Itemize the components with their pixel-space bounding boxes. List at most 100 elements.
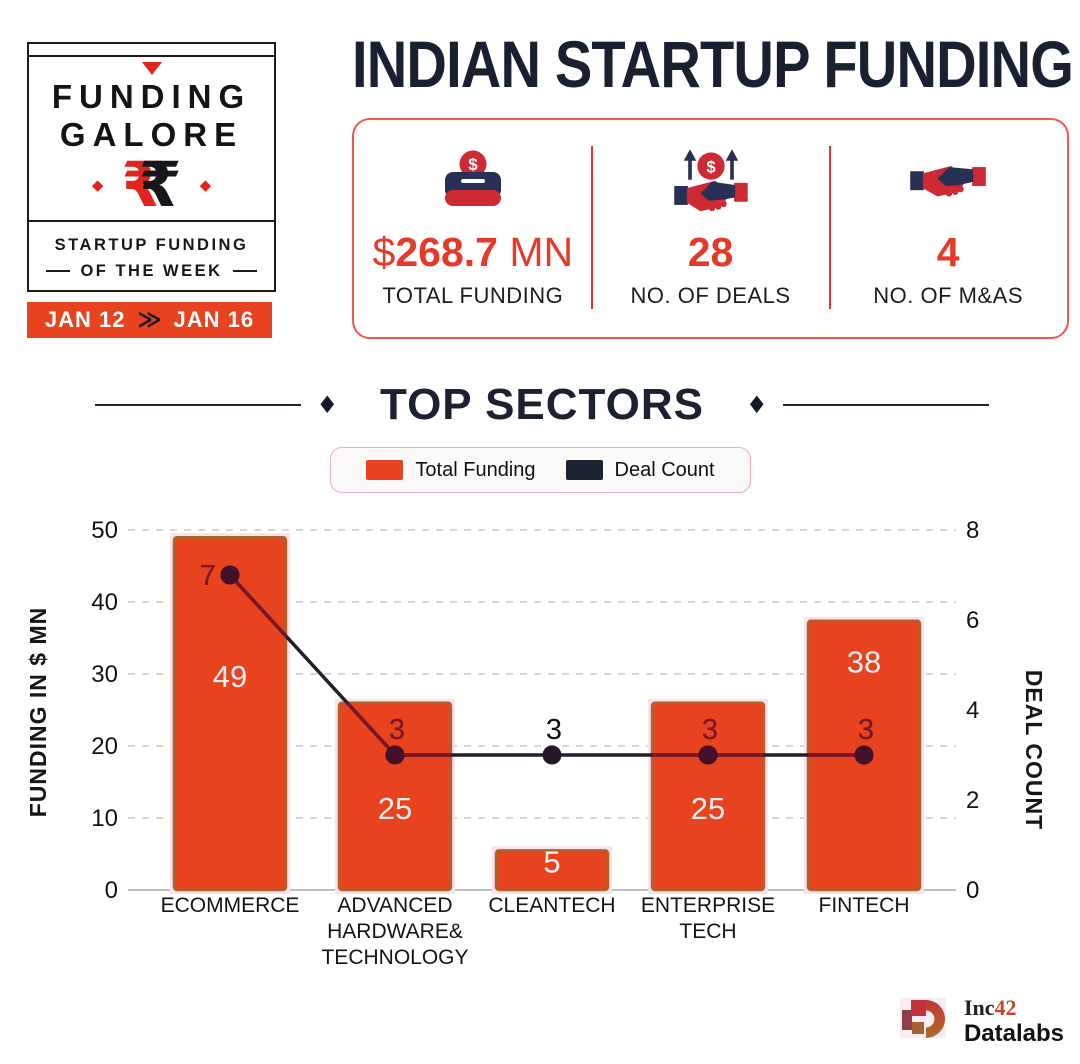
deal-marker-overlay — [698, 745, 718, 765]
legend-item-deal-count: Deal Count — [565, 458, 715, 482]
funding-galore-badge: FUNDING GALORE ◆ ₹ ₹ ◆ STARTUP FUNDING O… — [27, 42, 276, 292]
badge-subtitle-row: OF THE WEEK — [29, 260, 274, 282]
left-axis-tick-40: 40 — [91, 589, 118, 616]
currency-prefix: $ — [372, 229, 396, 275]
stat-label: NO. OF DEALS — [630, 283, 791, 308]
right-axis-tick-2: 2 — [966, 787, 979, 814]
legend-item-total-funding: Total Funding — [366, 459, 536, 482]
heading-rule-right — [782, 403, 989, 407]
section-heading: ♦ TOP SECTORS ♦ — [95, 380, 989, 430]
deal-count-label: 3 — [389, 714, 405, 746]
double-chevron-right-icon: ≫ — [137, 307, 162, 333]
inc42-datalabs-logo: Inc42 Datalabs — [899, 991, 1064, 1052]
right-axis-tick-8: 8 — [966, 517, 979, 544]
value-number: 268.7 — [395, 229, 498, 275]
stat-label: NO. OF M&AS — [873, 283, 1024, 308]
right-axis-tick-0: 0 — [966, 877, 979, 904]
svg-text:$: $ — [706, 157, 716, 176]
deal-marker-overlay — [385, 745, 405, 765]
right-axis-tick-6: 6 — [966, 607, 979, 634]
top-sectors-combo-chart: 0 10 20 30 40 50 0 2 4 6 8 FUNDING IN $ MN DEAL COUN… — [25, 517, 1047, 969]
date-to: JAN 16 — [173, 307, 255, 332]
date-range-banner: JAN 12 ≫ JAN 16 — [27, 302, 272, 338]
section-title: TOP SECTORS — [380, 380, 704, 429]
summary-stats-card: $ $268.7 MN TOTAL FUNDING $ — [352, 118, 1069, 339]
chart-legend: Total Funding Deal Count — [330, 447, 751, 493]
brand-42: 42 — [994, 995, 1017, 1021]
x-label-fintech: FINTECH — [819, 894, 910, 917]
badge-top-rule — [28, 55, 275, 57]
stat-total-funding: $ $268.7 MN TOTAL FUNDING — [354, 120, 592, 337]
deal-count-label-overlay: 3 — [389, 714, 405, 746]
diamond-icon: ◆ — [91, 176, 104, 194]
brand-text: Inc42 Datalabs — [964, 995, 1064, 1048]
deal-count-label: 3 — [858, 714, 874, 746]
brand-inc: Inc — [963, 995, 995, 1021]
left-axis-title: FUNDING IN $ MN — [25, 607, 51, 818]
deal-marker-cleantech — [542, 745, 562, 765]
deal-marker-overlay — [220, 565, 240, 585]
diamond-icon: ♦ — [745, 391, 768, 419]
svg-text:$: $ — [468, 155, 478, 174]
right-axis-title: DEAL COUNT — [1021, 670, 1047, 830]
brand-datalabs: Datalabs — [963, 1020, 1064, 1048]
date-from: JAN 12 — [44, 307, 126, 332]
left-axis-tick-50: 50 — [91, 517, 118, 544]
deal-count-label-overlay: 7 — [200, 560, 216, 592]
heading-rule-left — [95, 403, 301, 407]
page-title: INDIAN STARTUP FUNDING — [352, 27, 1074, 101]
bar-ecommerce — [172, 535, 288, 892]
bar-value-label: 49 — [213, 659, 247, 694]
stats-divider — [591, 146, 594, 309]
legend-label: Deal Count — [614, 458, 715, 481]
deal-count-swatch — [565, 460, 603, 480]
rupee-emblem: ◆ ₹ ₹ ◆ — [29, 148, 274, 222]
badge-title-line1: FUNDING — [51, 78, 252, 115]
ma-count-value: 4 — [936, 229, 960, 275]
deal-marker-overlay — [854, 745, 874, 765]
bar-value-label: 25 — [378, 791, 412, 826]
stats-divider — [828, 146, 831, 309]
inc42-mark-icon — [899, 991, 955, 1052]
x-label-enterprise-tech: ENTERPRISE TECH — [641, 894, 775, 943]
rupee-icon: ₹ — [138, 148, 182, 221]
donation-box-icon: $ — [433, 144, 513, 228]
x-label-advanced-hardware-technology: ADVANCED HARDWARE& TECHNOLOGY — [321, 894, 468, 969]
deal-count-label: 3 — [702, 714, 718, 746]
deal-count-label-overlay: 3 — [858, 714, 874, 746]
badge-divider-rule — [28, 220, 275, 222]
left-axis-tick-20: 20 — [91, 733, 118, 760]
bar-cleantech — [494, 849, 610, 892]
left-axis-tick-30: 30 — [91, 661, 118, 688]
stat-no-of-mas: 4 NO. OF M&AS — [829, 120, 1067, 337]
mini-rule — [232, 270, 257, 272]
left-axis-tick-10: 10 — [91, 805, 118, 832]
right-axis-tick-4: 4 — [966, 697, 979, 724]
value-unit: MN — [497, 229, 574, 275]
badge-subtitle-line2: OF THE WEEK — [80, 261, 223, 280]
diamond-icon: ◆ — [199, 176, 212, 194]
diamond-icon: ♦ — [316, 391, 338, 419]
mini-rule — [46, 270, 71, 272]
bar-value-label: 38 — [847, 645, 881, 680]
total-funding-value: $268.7 MN — [373, 232, 574, 273]
badge-title-line2: GALORE — [59, 116, 244, 153]
rupee-icon: ₹ — [121, 148, 165, 221]
x-label-cleantech: CLEANTECH — [488, 894, 615, 917]
deals-count-value: 28 — [687, 229, 734, 275]
heading-center: ♦ TOP SECTORS ♦ — [316, 380, 767, 430]
deal-count-label-overlay: 3 — [702, 714, 718, 746]
stat-no-of-deals: $ 28 NO. OF DEALS — [592, 120, 830, 337]
brand-name: Inc42 — [964, 995, 1064, 1020]
bar-value-label: 25 — [691, 791, 725, 826]
stat-label: TOTAL FUNDING — [382, 283, 564, 308]
deal-count-label: 7 — [200, 560, 216, 592]
bar-advanced-hardware-technology — [337, 701, 453, 892]
triangle-down-icon — [141, 62, 162, 75]
left-axis-tick-0: 0 — [105, 877, 118, 904]
bar-enterprise-tech — [650, 701, 766, 892]
handshake-icon — [906, 144, 990, 228]
deal-count-label: 3 — [546, 714, 562, 746]
x-label-ecommerce: ECOMMERCE — [161, 894, 300, 917]
